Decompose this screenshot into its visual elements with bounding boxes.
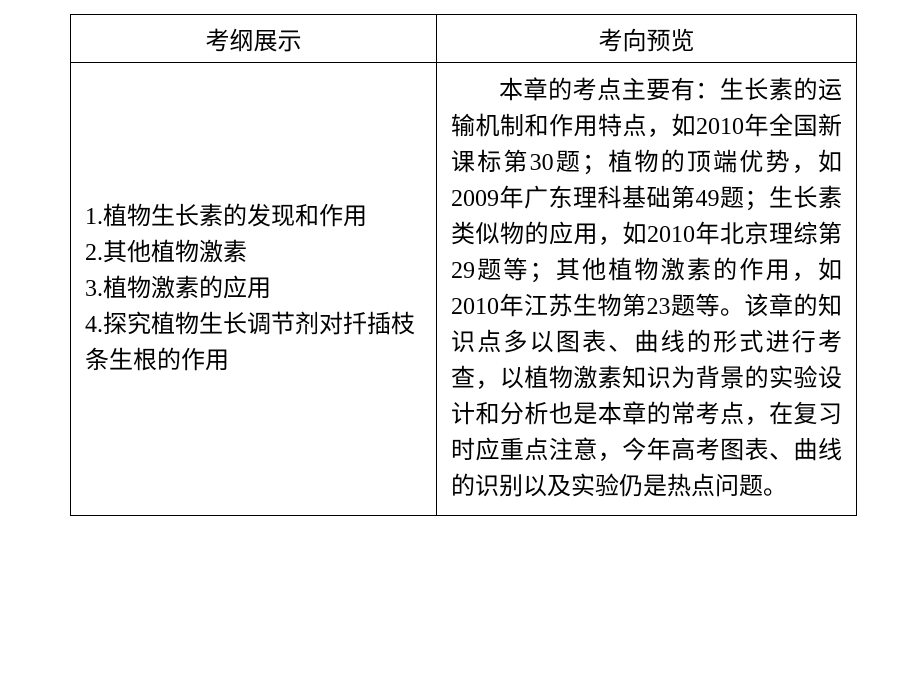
syllabus-item-2: 2.其他植物激素 xyxy=(85,235,422,271)
syllabus-table: 考纲展示 考向预览 1.植物生长素的发现和作用 2.其他植物激素 3.植物激素的… xyxy=(70,14,857,516)
syllabus-item-1: 1.植物生长素的发现和作用 xyxy=(85,199,422,235)
header-left-cell: 考纲展示 xyxy=(71,15,437,63)
header-right-cell: 考向预览 xyxy=(437,15,857,63)
table-body-row: 1.植物生长素的发现和作用 2.其他植物激素 3.植物激素的应用 4.探究植物生… xyxy=(71,63,857,516)
syllabus-points-cell: 1.植物生长素的发现和作用 2.其他植物激素 3.植物激素的应用 4.探究植物生… xyxy=(71,63,437,516)
table-header-row: 考纲展示 考向预览 xyxy=(71,15,857,63)
syllabus-table-wrap: 考纲展示 考向预览 1.植物生长素的发现和作用 2.其他植物激素 3.植物激素的… xyxy=(70,14,856,516)
syllabus-item-3: 3.植物激素的应用 xyxy=(85,271,422,307)
exam-preview-cell: 本章的考点主要有：生长素的运输机制和作用特点，如2010年全国新课标第30题；植… xyxy=(437,63,857,516)
syllabus-item-4: 4.探究植物生长调节剂对扦插枝条生根的作用 xyxy=(85,307,422,379)
exam-preview-text: 本章的考点主要有：生长素的运输机制和作用特点，如2010年全国新课标第30题；植… xyxy=(451,73,842,505)
header-right-text: 考向预览 xyxy=(599,29,695,55)
header-left-text: 考纲展示 xyxy=(206,29,302,55)
